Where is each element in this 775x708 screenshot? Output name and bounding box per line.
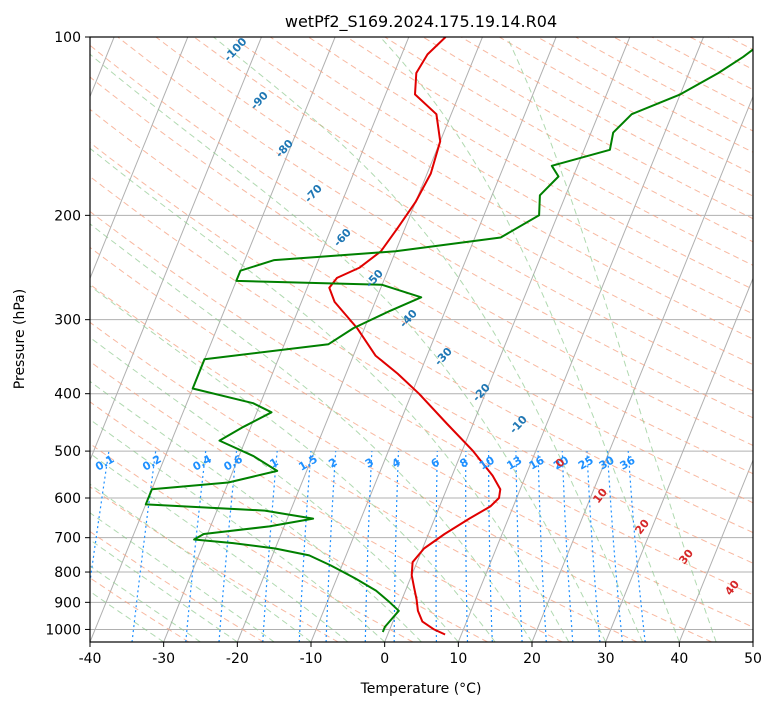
plot-frame	[89, 36, 754, 643]
dry-adiabat-line	[90, 283, 712, 642]
isotherm-line	[678, 458, 753, 642]
y-tick-label: 500	[54, 444, 81, 460]
dry-adiabat-line	[90, 210, 753, 596]
moist-adiabat-line	[90, 590, 164, 642]
dry-adiabat-line	[90, 530, 264, 642]
y-axis: 100 200 300 400 500 600 700 800 900 1000	[45, 30, 90, 638]
y-tick-label: 400	[54, 387, 81, 403]
y-tick-label: 1000	[45, 622, 81, 638]
moist-adiabat-line	[90, 223, 533, 642]
moist-adiabat-line	[379, 37, 680, 642]
dry-adiabat-line	[90, 443, 414, 642]
isotherm-line	[90, 37, 262, 462]
x-tick-label: -10	[300, 651, 323, 667]
isotherm-line	[531, 95, 753, 642]
dry-adiabat-line	[193, 37, 753, 366]
y-axis-label: Pressure (hPa)	[12, 289, 28, 389]
y-tick-label: 100	[54, 30, 81, 46]
dry-adiabat-line	[90, 175, 753, 564]
y-tick-label: 800	[54, 565, 81, 581]
moist-adiabat-line	[90, 147, 570, 642]
x-tick-label: 50	[744, 651, 762, 667]
x-tick-label: 0	[380, 651, 389, 667]
moist-adiabat-line	[90, 418, 386, 642]
moist-adiabat-line	[506, 37, 717, 642]
profile-line	[328, 37, 502, 636]
x-axis: -40 -30 -20 -10 0 10 20 30 40 50	[79, 642, 762, 667]
dry-adiabat-line	[270, 37, 753, 315]
dry-adiabat-line	[308, 37, 753, 290]
y-tick-label: 700	[54, 531, 81, 547]
dry-adiabat-line	[90, 141, 753, 534]
x-tick-label: -30	[152, 651, 175, 667]
y-tick-label: 600	[54, 491, 81, 507]
profile-line	[144, 48, 753, 633]
isotherm-line	[384, 37, 631, 642]
x-tick-label: 10	[449, 651, 467, 667]
dry-adiabat-line	[117, 37, 753, 419]
x-tick-label: -20	[226, 651, 249, 667]
isotherm-line	[90, 37, 189, 280]
dry-adiabat-line	[90, 76, 753, 475]
series-layer	[144, 37, 753, 636]
dry-adiabat-line	[90, 246, 753, 628]
moist-adiabat-line	[90, 53, 607, 642]
x-axis-label: Temperature (°C)	[360, 681, 482, 697]
x-tick-label: -40	[79, 651, 102, 667]
dry-adiabat-line	[155, 37, 753, 392]
isotherm-line	[310, 37, 557, 642]
dry-adiabat-line	[90, 108, 753, 504]
isotherm-line	[457, 37, 704, 642]
x-tick-label: 20	[523, 651, 541, 667]
chart-title: wetPf2_S169.2024.175.19.14.R04	[285, 12, 557, 32]
dry-adiabat-line	[90, 360, 563, 642]
isotherm-line	[605, 277, 753, 642]
dry-adiabat-line	[90, 321, 638, 642]
moist-adiabat-line	[90, 285, 496, 642]
moist-adiabat-line	[90, 452, 349, 642]
moist-adiabat-line	[213, 37, 643, 642]
y-tick-label: 900	[54, 595, 81, 611]
isotherm-line	[236, 37, 483, 642]
dry-adiabat-line	[90, 401, 488, 642]
x-tick-label: 40	[670, 651, 688, 667]
y-tick-label: 300	[54, 313, 81, 329]
y-tick-label: 200	[54, 208, 81, 224]
x-tick-label: 30	[597, 651, 615, 667]
